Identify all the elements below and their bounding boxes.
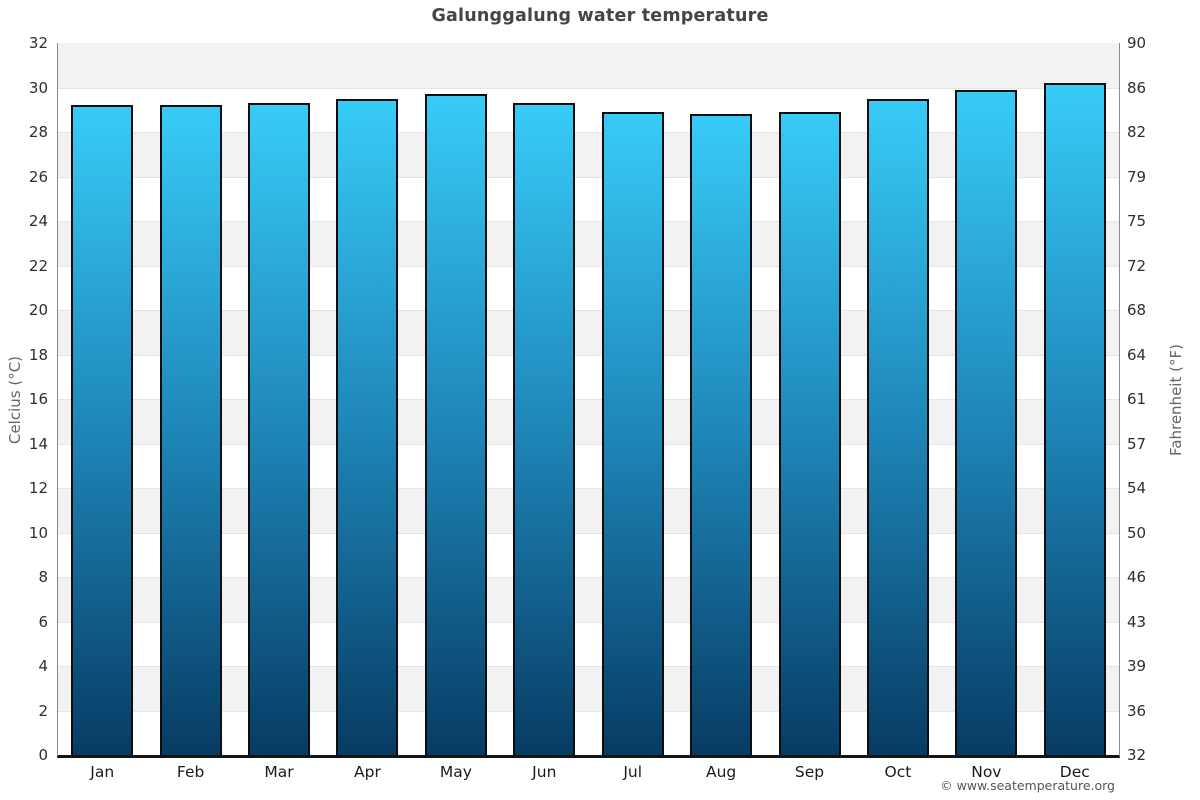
bar-feb (159, 105, 222, 755)
grid-band (58, 443, 1119, 488)
y-tick-celsius: 12 (28, 479, 48, 497)
y-tick-fahrenheit: 64 (1127, 345, 1147, 364)
y-tick-fahrenheit: 72 (1127, 256, 1147, 275)
x-tick-month-mar: Mar (264, 763, 294, 781)
grid-band (58, 87, 1119, 132)
y-tick-fahrenheit: 79 (1127, 167, 1147, 186)
x-tick-month-aug: Aug (705, 763, 737, 781)
grid-band (58, 221, 1119, 266)
grid-band (58, 399, 1119, 444)
grid-band (58, 532, 1119, 577)
y-tick-fahrenheit: 90 (1127, 34, 1147, 52)
plot-area (57, 43, 1120, 758)
grid-band (58, 666, 1119, 711)
y-tick-fahrenheit: 39 (1127, 657, 1147, 675)
y-tick-celsius: 8 (38, 568, 48, 586)
bar-apr (336, 98, 399, 755)
chart-title: Galunggalung water temperature (431, 6, 769, 26)
y-tick-celsius: 26 (28, 167, 48, 186)
grid-band (58, 265, 1119, 310)
y-tick-celsius: 20 (28, 301, 48, 319)
y-tick-fahrenheit: 86 (1127, 78, 1147, 97)
grid-band (58, 132, 1119, 177)
bar-sep (778, 111, 841, 755)
x-tick-month-nov: Nov (971, 763, 1002, 781)
grid-band (58, 488, 1119, 533)
y-tick-fahrenheit: 36 (1127, 701, 1147, 720)
y-tick-fahrenheit: 50 (1127, 523, 1147, 542)
y-tick-celsius: 2 (38, 701, 48, 720)
bar-jun (513, 103, 576, 755)
grid-band (58, 176, 1119, 221)
y-tick-celsius: 30 (28, 78, 48, 97)
x-tick-month-jun: Jun (532, 763, 557, 781)
bar-dec (1043, 83, 1106, 755)
y-tick-fahrenheit: 54 (1127, 479, 1147, 497)
grid-band (58, 577, 1119, 622)
y-tick-celsius: 6 (38, 612, 48, 631)
y-tick-celsius: 16 (28, 390, 48, 408)
bar-aug (690, 114, 753, 755)
y-tick-fahrenheit: 68 (1127, 301, 1147, 319)
x-tick-month-apr: Apr (354, 763, 381, 781)
y-tick-fahrenheit: 46 (1127, 568, 1147, 586)
x-tick-month-may: May (439, 763, 472, 781)
grid-band (58, 621, 1119, 666)
y-tick-fahrenheit: 43 (1127, 612, 1147, 631)
copyright-text: © www.seatemperature.org (940, 778, 1115, 793)
y-tick-fahrenheit: 61 (1127, 390, 1147, 408)
bar-jan (71, 105, 134, 755)
y-tick-celsius: 28 (28, 123, 48, 141)
bar-oct (866, 98, 929, 755)
x-tick-month-jul: Jul (623, 763, 643, 781)
y-tick-celsius: 18 (28, 345, 48, 364)
x-tick-month-oct: Oct (884, 763, 912, 781)
x-tick-month-sep: Sep (794, 763, 825, 781)
grid-band (58, 354, 1119, 399)
y-tick-celsius: 0 (38, 746, 48, 764)
y-tick-celsius: 10 (28, 523, 48, 542)
grid-band (58, 43, 1119, 88)
x-tick-month-jan: Jan (90, 763, 115, 781)
y-tick-celsius: 24 (28, 212, 48, 230)
y-tick-celsius: 4 (38, 657, 48, 675)
grid-band (58, 710, 1119, 755)
y-tick-fahrenheit: 75 (1127, 212, 1147, 230)
bar-mar (248, 103, 311, 755)
y-tick-celsius: 32 (28, 34, 48, 52)
x-tick-month-dec: Dec (1059, 763, 1090, 781)
bar-may (424, 94, 487, 755)
grid-band (58, 310, 1119, 355)
y-tick-fahrenheit: 32 (1127, 746, 1147, 764)
y-tick-fahrenheit: 82 (1127, 123, 1147, 141)
y-tick-celsius: 22 (28, 256, 48, 275)
y-tick-fahrenheit: 57 (1127, 434, 1147, 453)
bar-nov (955, 89, 1018, 755)
bar-jul (601, 111, 664, 755)
y-tick-celsius: 14 (28, 434, 48, 453)
x-tick-month-feb: Feb (176, 763, 205, 781)
